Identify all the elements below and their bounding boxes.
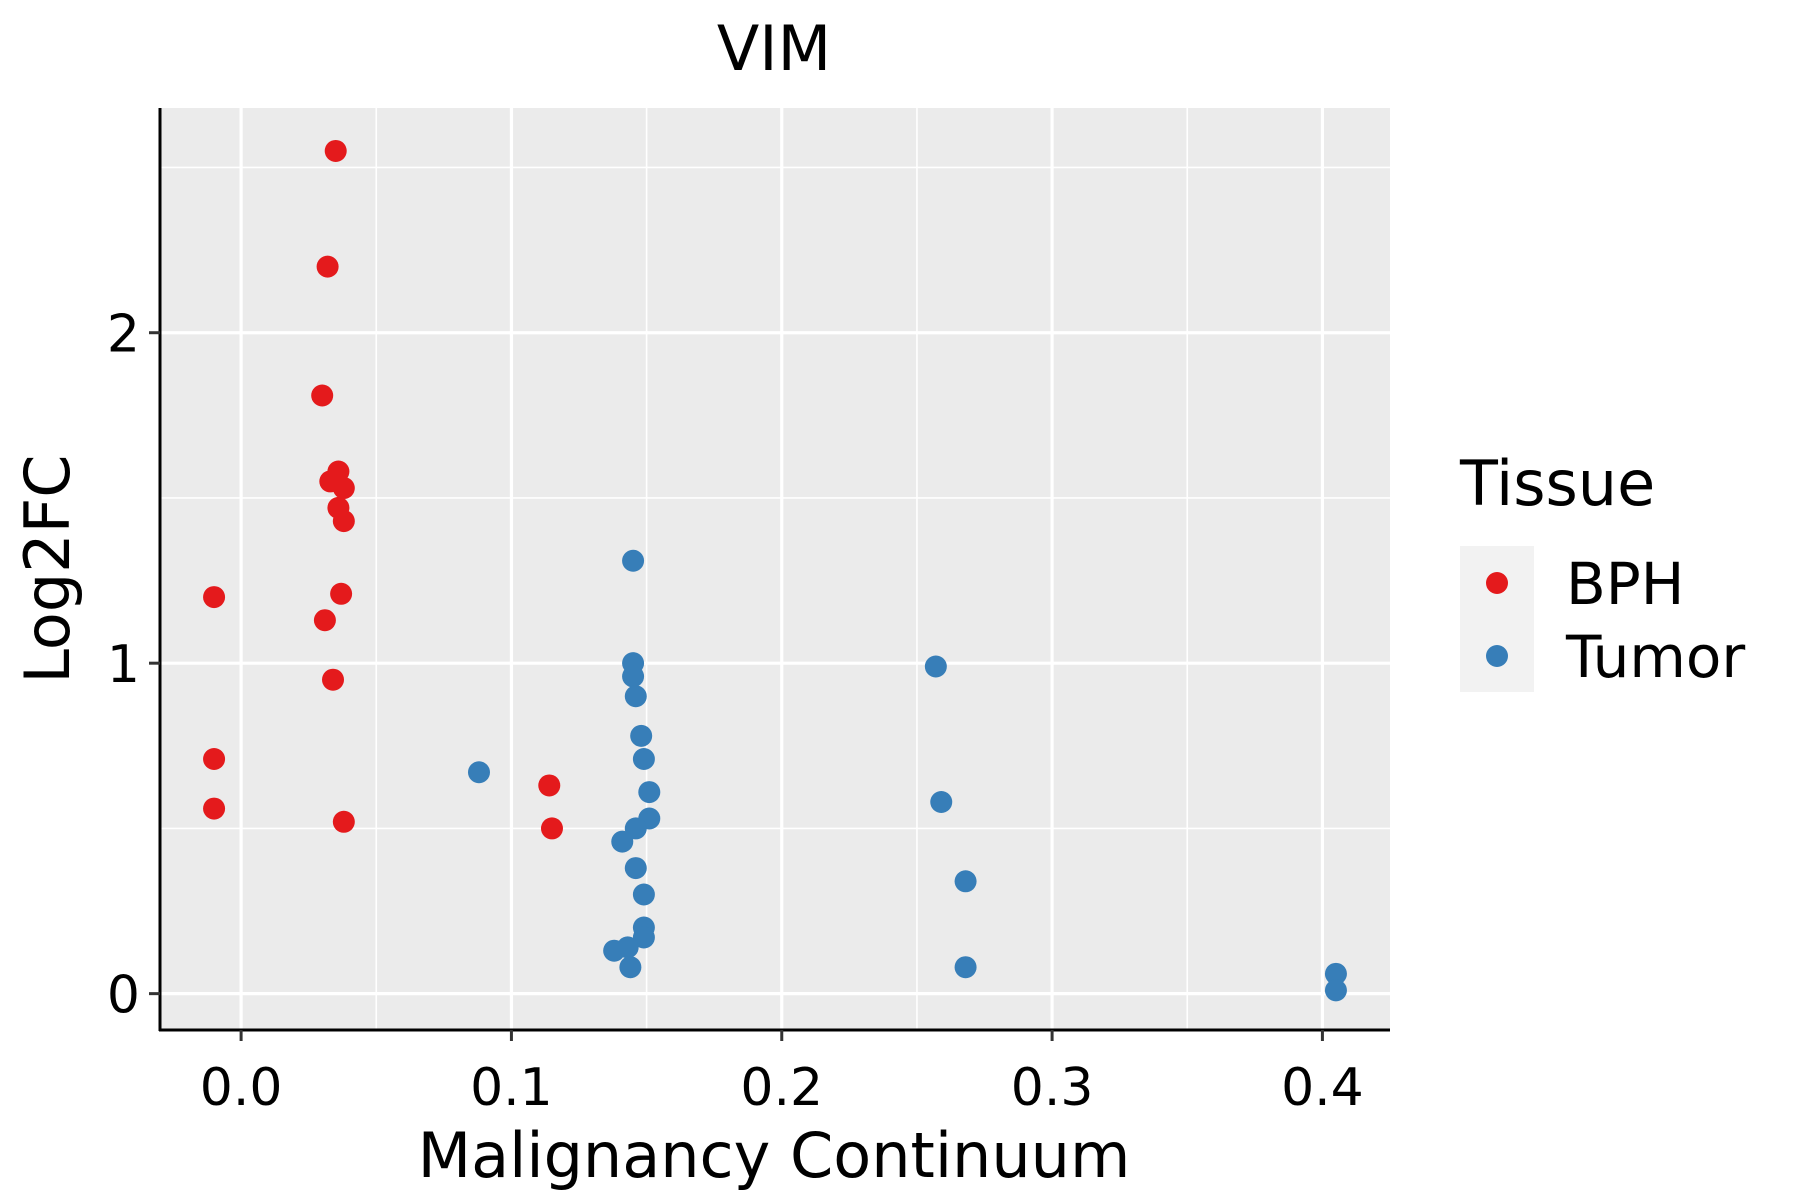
y-axis-title: Log2FC xyxy=(11,454,84,683)
point-tumor xyxy=(1324,979,1347,1002)
point-tumor xyxy=(624,817,647,840)
legend-label-bph: BPH xyxy=(1566,550,1684,618)
point-tumor xyxy=(624,685,647,708)
point-tumor xyxy=(924,655,947,678)
point-tumor xyxy=(622,549,645,572)
x-tick-label: 0.2 xyxy=(740,1058,823,1118)
point-tumor xyxy=(638,781,661,804)
point-tumor xyxy=(611,830,634,853)
point-tumor xyxy=(630,724,653,747)
point-tumor xyxy=(624,857,647,880)
y-tick-label: 2 xyxy=(107,305,140,365)
point-tumor xyxy=(622,665,645,688)
point-tumor xyxy=(603,939,626,962)
point-bph xyxy=(203,797,226,820)
y-tick-label: 0 xyxy=(107,966,140,1026)
point-tumor xyxy=(632,883,655,906)
point-tumor xyxy=(467,761,490,784)
point-bph xyxy=(538,774,561,797)
point-tumor xyxy=(1324,962,1347,985)
legend-title: Tissue xyxy=(1459,447,1655,520)
point-bph xyxy=(330,582,353,605)
point-bph xyxy=(311,384,334,407)
point-bph xyxy=(203,748,226,771)
x-axis-ticks: 0.0 0.1 0.2 0.3 0.4 xyxy=(200,1030,1364,1118)
legend-key-bph xyxy=(1486,572,1508,594)
point-bph xyxy=(313,609,336,632)
point-bph xyxy=(332,810,355,833)
point-bph xyxy=(322,668,345,691)
minor-gridlines xyxy=(160,108,1390,1030)
x-tick-label: 0.0 xyxy=(200,1058,283,1118)
data-points xyxy=(203,139,1347,1002)
point-tumor xyxy=(632,926,655,949)
y-tick-label: 1 xyxy=(107,635,140,695)
point-bph xyxy=(332,510,355,533)
point-tumor xyxy=(954,870,977,893)
point-bph xyxy=(324,139,347,162)
legend-key-background xyxy=(1460,546,1534,692)
x-tick-label: 0.1 xyxy=(470,1058,553,1118)
legend-key-tumor xyxy=(1486,645,1508,667)
y-axis-ticks: 0 1 2 xyxy=(107,305,160,1026)
point-bph xyxy=(203,586,226,609)
point-tumor xyxy=(632,748,655,771)
major-gridlines xyxy=(160,108,1390,1030)
point-tumor xyxy=(930,790,953,813)
point-bph xyxy=(332,477,355,500)
point-bph xyxy=(316,255,339,278)
x-tick-label: 0.4 xyxy=(1281,1058,1364,1118)
x-tick-label: 0.3 xyxy=(1011,1058,1094,1118)
plot-panel xyxy=(160,108,1390,1030)
point-bph xyxy=(540,817,563,840)
point-tumor xyxy=(619,956,642,979)
legend-label-tumor: Tumor xyxy=(1565,623,1745,691)
x-axis-title: Malignancy Continuum xyxy=(418,1119,1131,1192)
point-tumor xyxy=(954,956,977,979)
chart-title: VIM xyxy=(717,12,831,85)
